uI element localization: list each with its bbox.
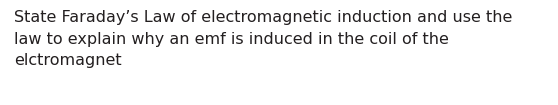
Text: State Faraday’s Law of electromagnetic induction and use the
law to explain why : State Faraday’s Law of electromagnetic i… xyxy=(14,10,512,68)
